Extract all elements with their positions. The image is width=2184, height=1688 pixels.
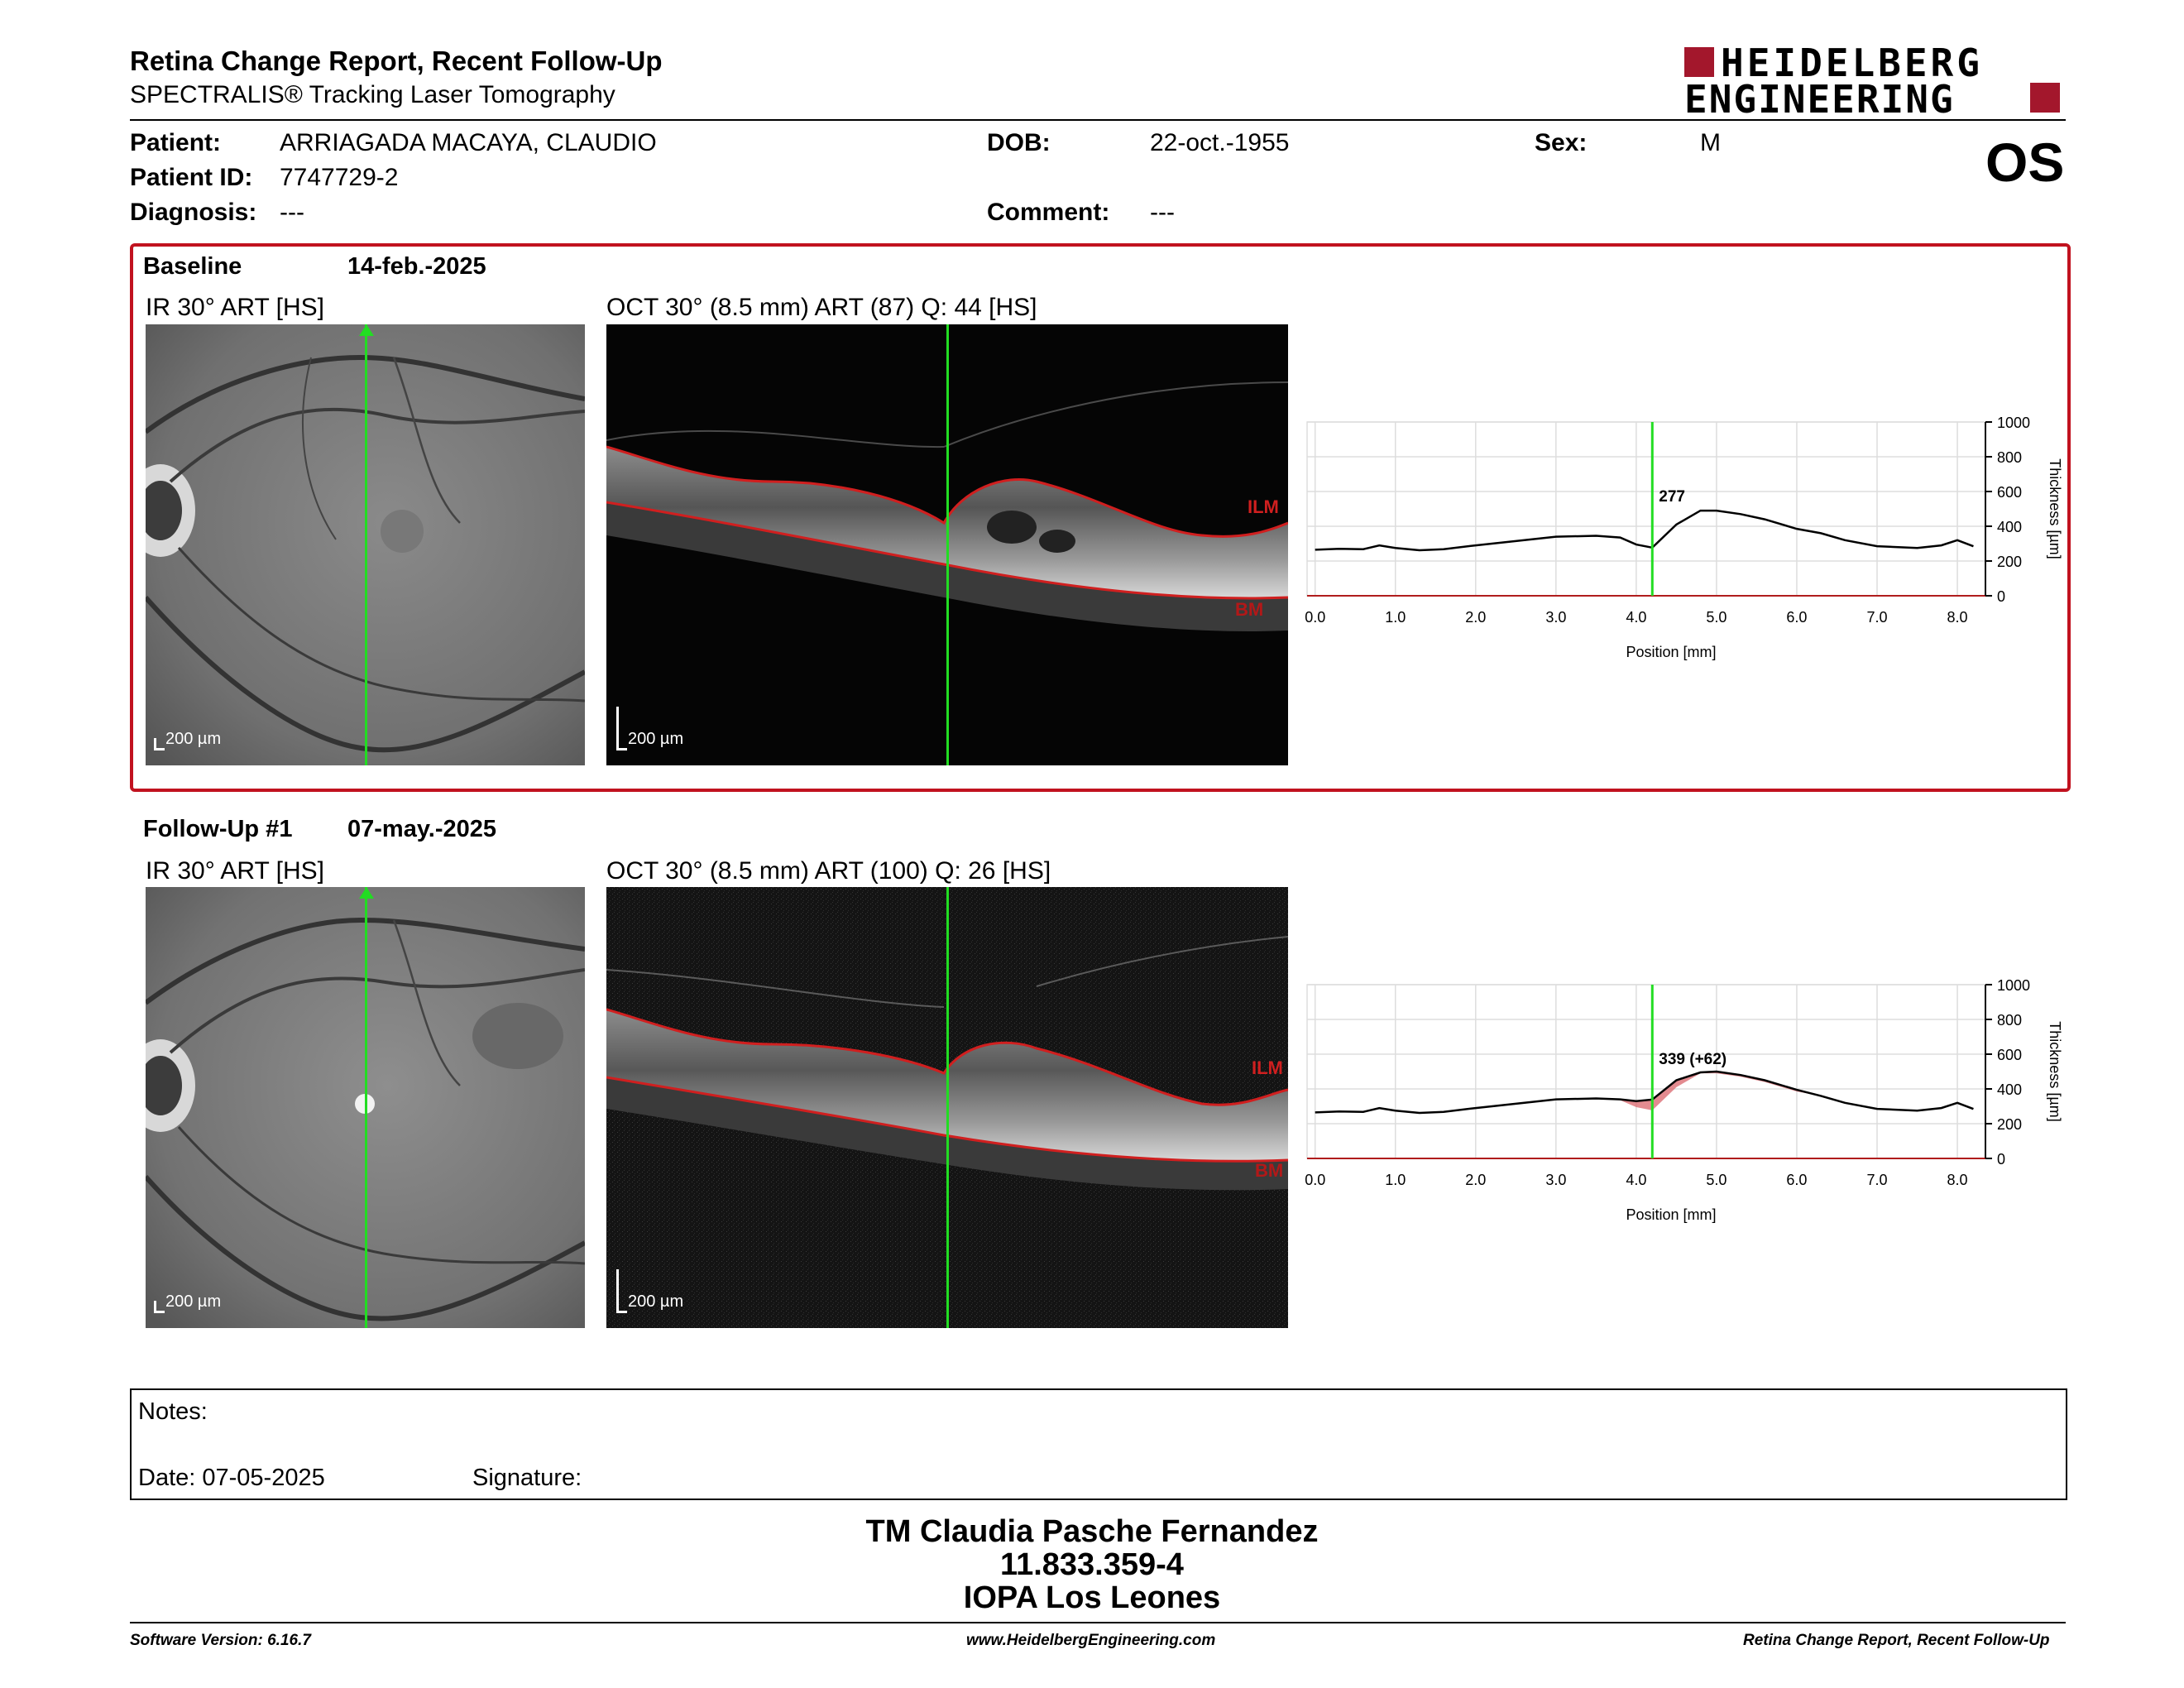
baseline-ir-scale: 200 µm bbox=[165, 730, 222, 748]
plot-frame bbox=[1306, 984, 1986, 1159]
y-tick-label: 200 bbox=[1997, 1116, 2022, 1133]
y-tick-label: 600 bbox=[1997, 484, 2022, 501]
eye-indicator: OS bbox=[1985, 132, 2065, 193]
followup-oct-label: OCT 30° (8.5 mm) ART (100) Q: 26 [HS] bbox=[606, 857, 1051, 885]
x-tick-label: 3.0 bbox=[1545, 1172, 1566, 1188]
operator-id: 11.833.359-4 bbox=[1000, 1547, 1184, 1582]
followup-oct-scale: 200 µm bbox=[628, 1292, 684, 1311]
y-tick-label: 400 bbox=[1997, 1081, 2022, 1098]
baseline-date: 14-feb.-2025 bbox=[347, 253, 486, 280]
x-tick-label: 8.0 bbox=[1947, 609, 1968, 626]
followup-ir-scale: 200 µm bbox=[165, 1292, 222, 1311]
report-subtitle: SPECTRALIS® Tracking Laser Tomography bbox=[130, 81, 615, 108]
patient-id-label: Patient ID: bbox=[130, 164, 253, 191]
y-tick-label: 0 bbox=[1997, 1151, 2005, 1168]
comment-label: Comment: bbox=[987, 199, 1110, 226]
signature-label: Signature: bbox=[472, 1465, 582, 1491]
thickness-line bbox=[1315, 509, 1974, 552]
baseline-ir-scale-bar bbox=[154, 738, 165, 750]
followup-oct-bscan: ILM BM 200 µm bbox=[606, 887, 1288, 1328]
patient-id: 7747729-2 bbox=[280, 164, 399, 191]
change-area bbox=[1315, 1072, 1974, 1113]
y-tick-label: 200 bbox=[1997, 554, 2022, 570]
y-tick-label: 800 bbox=[1997, 449, 2022, 466]
patient-name: ARRIAGADA MACAYA, CLAUDIO bbox=[280, 129, 657, 156]
baseline-ilm-label: ILM bbox=[1248, 496, 1279, 517]
x-tick-label: 7.0 bbox=[1866, 1172, 1887, 1188]
followup-ir-scale-bar bbox=[154, 1301, 165, 1313]
baseline-oct-scale: 200 µm bbox=[628, 730, 684, 748]
x-tick-label: 0.0 bbox=[1305, 1172, 1325, 1188]
followup-ir-label: IR 30° ART [HS] bbox=[146, 857, 324, 885]
baseline-label: Baseline bbox=[143, 253, 242, 280]
x-tick-label: 4.0 bbox=[1626, 1172, 1646, 1188]
followup-ir-scan-line bbox=[365, 887, 367, 1328]
scan-arrow-icon bbox=[359, 324, 374, 336]
y-tick-label: 1000 bbox=[1997, 977, 2030, 994]
x-tick-label: 2.0 bbox=[1465, 1172, 1486, 1188]
followup-ilm-label: ILM bbox=[1252, 1057, 1283, 1078]
patient-label: Patient: bbox=[130, 129, 222, 156]
x-tick-label: 8.0 bbox=[1947, 1172, 1968, 1188]
sex-value: M bbox=[1700, 129, 1721, 156]
baseline-bm-label: BM bbox=[1235, 599, 1264, 620]
y-axis-label: Thickness [µm] bbox=[2047, 1021, 2063, 1121]
x-tick-label: 6.0 bbox=[1786, 1172, 1807, 1188]
y-tick-label: 0 bbox=[1997, 588, 2005, 605]
x-tick-label: 3.0 bbox=[1545, 609, 1566, 626]
followup-ir-fundus-image: 200 µm bbox=[146, 887, 585, 1328]
baseline-thickness-chart: 0 200 400 600 800 1000 0.0 1.0 2.0 3.0 4.0 5.0 6.0 7.… bbox=[1305, 415, 2063, 660]
x-tick-label: 6.0 bbox=[1786, 609, 1807, 626]
x-tick-label: 4.0 bbox=[1626, 609, 1646, 626]
marker-value-label: 339 (+62) bbox=[1659, 1051, 1727, 1068]
report-title: Retina Change Report, Recent Follow-Up bbox=[130, 46, 663, 76]
baseline-oct-position-line bbox=[946, 324, 949, 765]
dob-label: DOB: bbox=[987, 129, 1051, 156]
comment-value: --- bbox=[1150, 199, 1175, 226]
baseline-ir-label: IR 30° ART [HS] bbox=[146, 294, 324, 321]
footer-report-name: Retina Change Report, Recent Follow-Up bbox=[1743, 1632, 2050, 1649]
x-tick-label: 0.0 bbox=[1305, 609, 1325, 626]
followup-oct-position-line bbox=[946, 887, 949, 1328]
baseline-ir-scan-line bbox=[365, 324, 367, 765]
baseline-oct-bscan: ILM BM 200 µm bbox=[606, 324, 1288, 765]
software-version: Software Version: 6.16.7 bbox=[130, 1632, 311, 1649]
dob-value: 22-oct.-1955 bbox=[1150, 129, 1290, 156]
x-tick-label: 1.0 bbox=[1385, 609, 1406, 626]
x-tick-label: 5.0 bbox=[1706, 1172, 1727, 1188]
y-tick-label: 800 bbox=[1997, 1012, 2022, 1029]
y-axis-label: Thickness [µm] bbox=[2047, 458, 2063, 559]
baseline-oct-scale-bar bbox=[616, 707, 627, 750]
heidelberg-logo: HEIDELBERG ENGINEERING bbox=[1684, 41, 2065, 122]
followup-date: 07-may.-2025 bbox=[347, 816, 497, 842]
sex-label: Sex: bbox=[1535, 129, 1588, 156]
followup-label: Follow-Up #1 bbox=[143, 816, 293, 842]
x-axis-label: Position [mm] bbox=[1626, 1206, 1716, 1223]
clinic-name: IOPA Los Leones bbox=[963, 1580, 1221, 1615]
notes-date: Date: 07-05-2025 bbox=[138, 1465, 325, 1491]
plot-frame bbox=[1306, 421, 1986, 597]
followup-bm-label: BM bbox=[1255, 1160, 1284, 1181]
x-tick-label: 7.0 bbox=[1866, 609, 1887, 626]
scan-arrow-icon bbox=[359, 887, 374, 899]
x-tick-label: 5.0 bbox=[1706, 609, 1727, 626]
y-tick-label: 400 bbox=[1997, 519, 2022, 535]
baseline-ir-fundus-image: 200 µm bbox=[146, 324, 585, 765]
diagnosis-value: --- bbox=[280, 199, 304, 226]
notes-box[interactable]: Notes: Date: 07-05-2025 Signature: bbox=[130, 1388, 2067, 1500]
x-tick-label: 1.0 bbox=[1385, 1172, 1406, 1188]
followup-oct-scale-bar bbox=[616, 1269, 627, 1313]
followup-thickness-chart: 0 200 400 600 800 1000 0.0 1.0 2.0 3.0 4.0 5.0 6.0 7.… bbox=[1305, 977, 2063, 1223]
x-axis-label: Position [mm] bbox=[1626, 644, 1716, 660]
operator-name: TM Claudia Pasche Fernandez bbox=[865, 1514, 1319, 1549]
diagnosis-label: Diagnosis: bbox=[130, 199, 257, 226]
y-tick-label: 600 bbox=[1997, 1047, 2022, 1063]
x-tick-label: 2.0 bbox=[1465, 609, 1486, 626]
marker-value-label: 277 bbox=[1659, 488, 1685, 506]
website-link[interactable]: www.HeidelbergEngineering.com bbox=[966, 1632, 1216, 1649]
y-tick-label: 1000 bbox=[1997, 415, 2030, 431]
baseline-panel bbox=[130, 243, 2071, 792]
baseline-oct-label: OCT 30° (8.5 mm) ART (87) Q: 44 [HS] bbox=[606, 294, 1037, 321]
notes-label: Notes: bbox=[138, 1398, 208, 1425]
